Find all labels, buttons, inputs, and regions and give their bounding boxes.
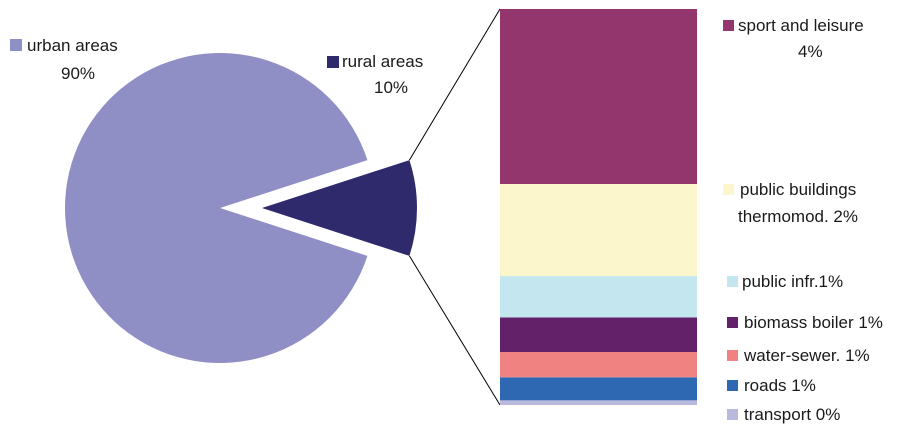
bar-segment-0: [500, 9, 697, 184]
legend-swatch-transport: [727, 409, 738, 420]
legend-label-roads: roads 1%: [744, 376, 816, 395]
bar-segment-6: [500, 400, 697, 405]
labels-group: urban areas 90% rural areas 10% sport an…: [10, 16, 883, 424]
legend-swatch-urban-areas: [10, 39, 22, 51]
legend-label-transport: transport 0%: [744, 405, 840, 424]
legend-value-sport: 4%: [798, 42, 823, 61]
bar-segment-3: [500, 317, 697, 352]
legend-label-sport: sport and leisure: [738, 16, 864, 35]
legend-label2-public-buildings: thermomod. 2%: [738, 207, 858, 226]
bar-segment-2: [500, 276, 697, 318]
legend-swatch-sport: [723, 20, 734, 31]
legend-swatch-biomass: [727, 317, 738, 328]
pie-value-rural-areas: 10%: [374, 78, 408, 97]
pie-group: [64, 52, 417, 363]
connector-lines: [408, 8, 501, 406]
bar-segment-1: [500, 184, 697, 277]
bar-segment-4: [500, 352, 697, 378]
pie-value-urban-areas: 90%: [61, 64, 95, 83]
pie-label-urban-areas: urban areas: [27, 36, 118, 55]
legend-swatch-rural-areas: [327, 56, 339, 68]
legend-swatch-public-buildings: [723, 184, 734, 195]
pie-slice-rural-areas: [262, 160, 417, 256]
legend-swatch-roads: [727, 380, 738, 391]
connector-line-top: [408, 8, 501, 161]
legend-label-public-infr: public infr.1%: [742, 272, 843, 291]
legend-label-biomass: biomass boiler 1%: [744, 313, 883, 332]
connector-line-bottom: [408, 255, 501, 406]
pie-label-rural-areas: rural areas: [342, 52, 423, 71]
pie-slice-urban-areas: [64, 52, 368, 363]
legend-label-public-buildings: public buildings: [740, 180, 856, 199]
legend-swatch-public-infr: [727, 276, 738, 287]
bar-segment-5: [500, 377, 697, 401]
legend-swatch-water-sewer: [727, 350, 738, 361]
legend-label-water-sewer: water-sewer. 1%: [743, 346, 870, 365]
breakdown-bar: [500, 9, 697, 405]
